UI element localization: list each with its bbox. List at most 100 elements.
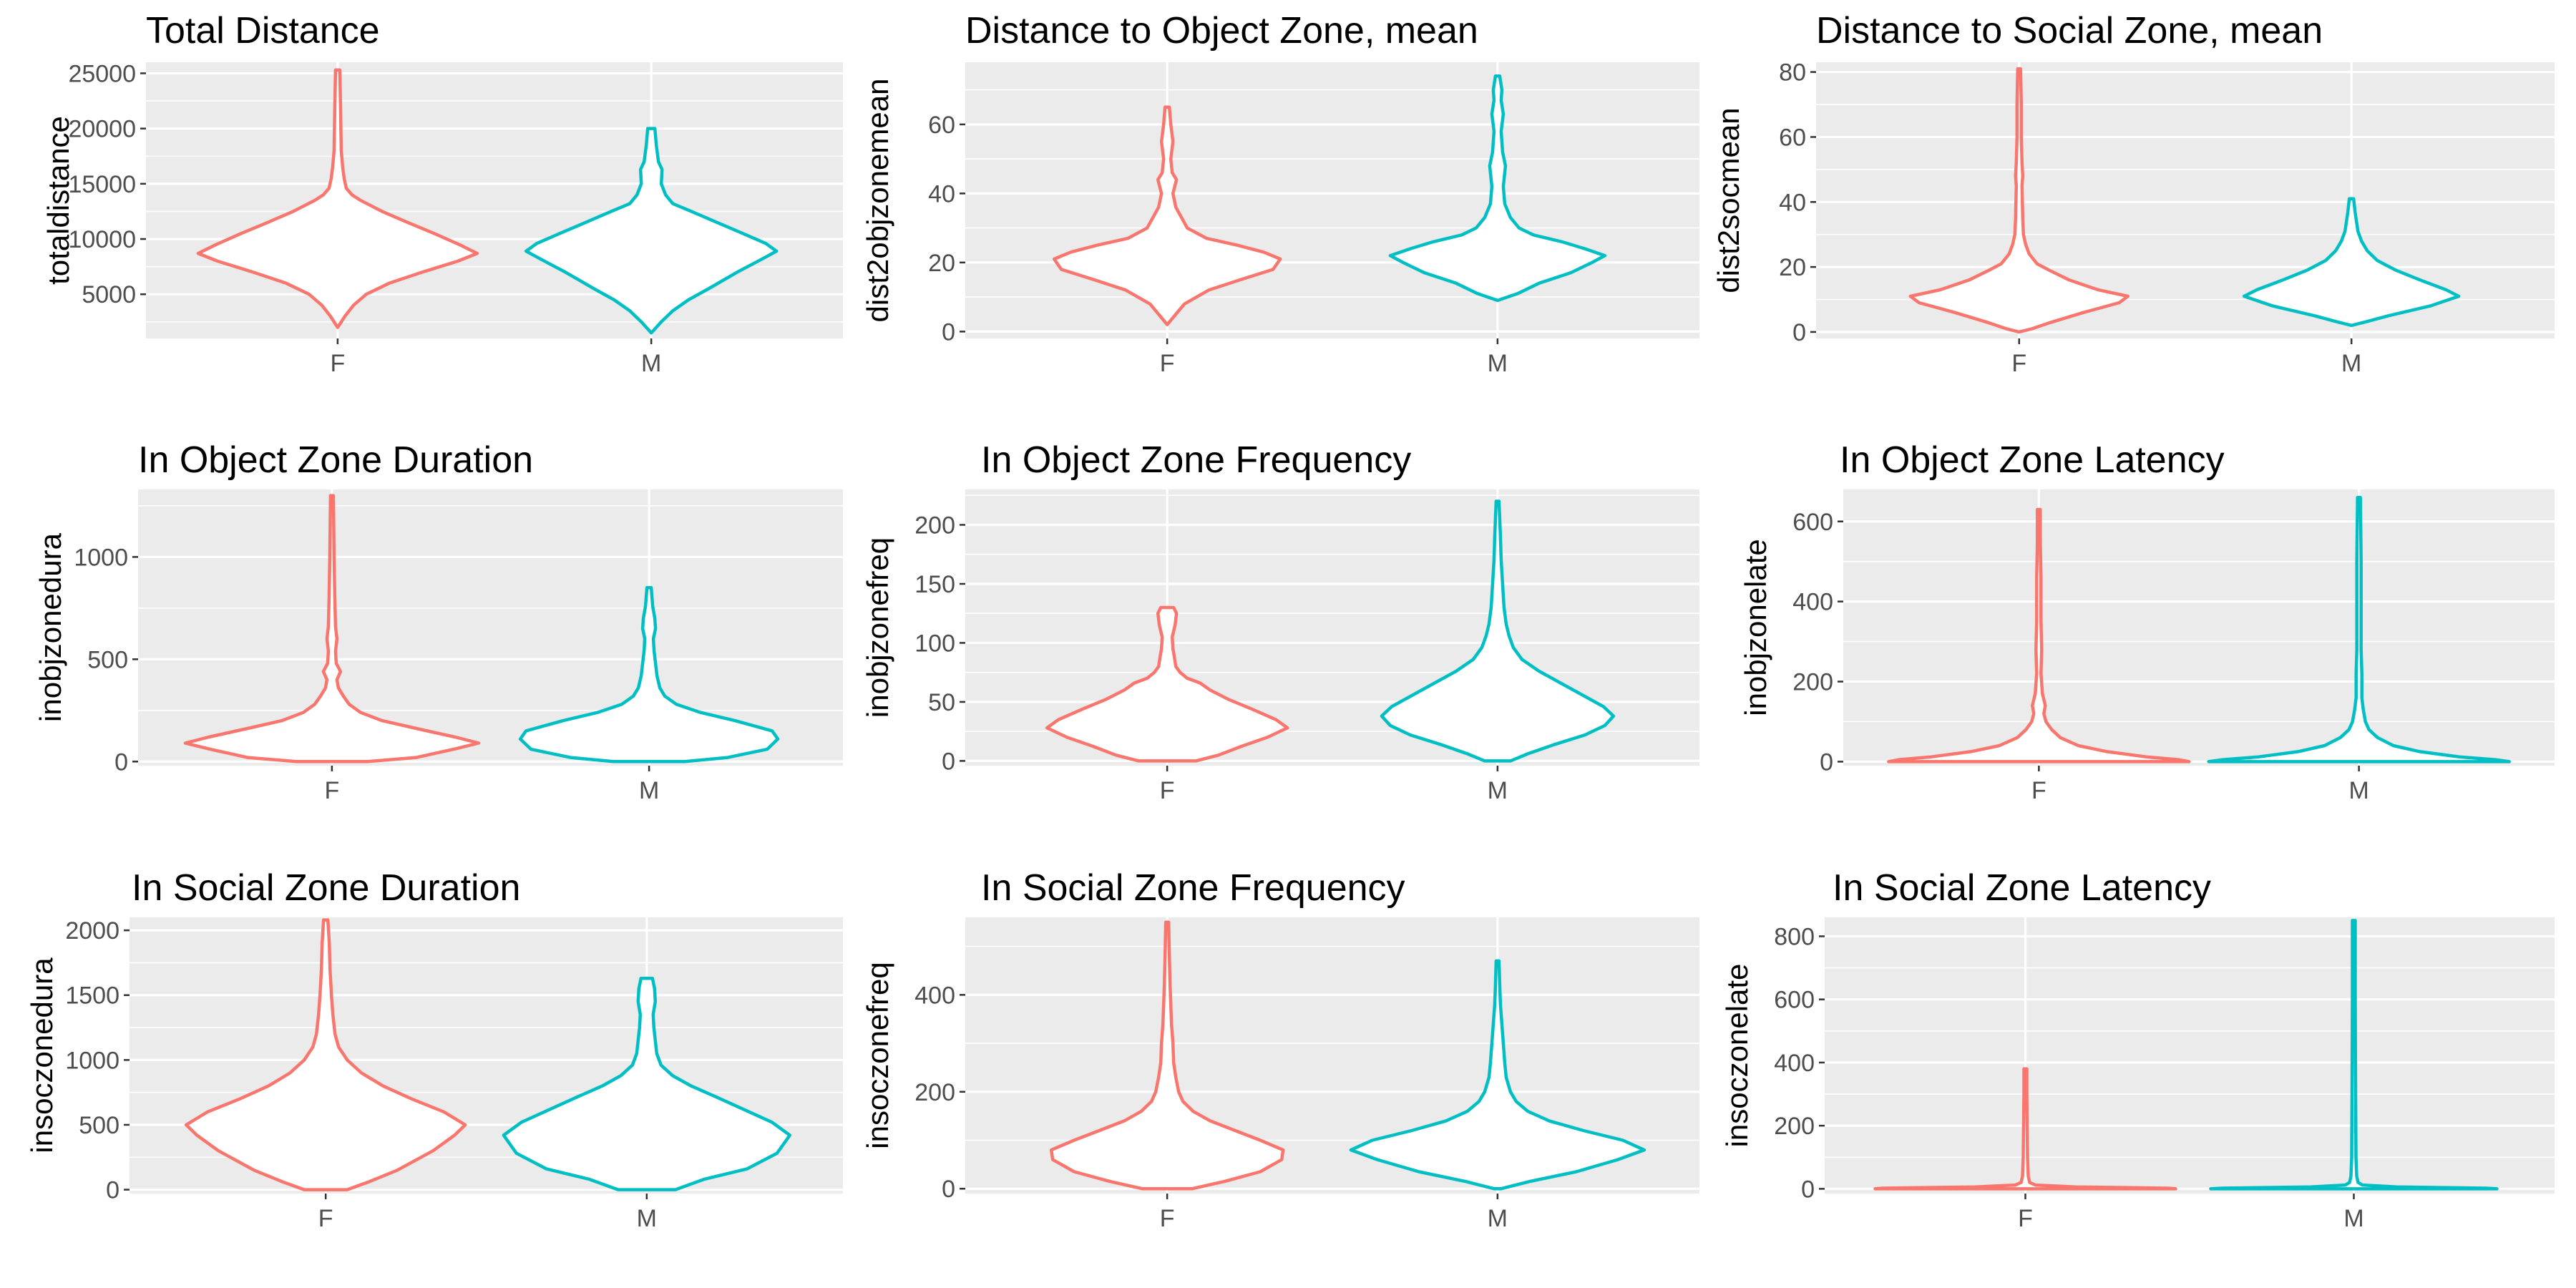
y-axis-label: inobjzonelate <box>1739 539 1772 716</box>
violin-F <box>183 494 481 763</box>
violin-F <box>1873 1067 2177 1191</box>
x-tick-label: M <box>1488 1205 1508 1232</box>
chart-panel-8: 0 200 400 F M In Social Zone Frequency insoczo… <box>861 867 1699 1232</box>
panel-background <box>146 62 843 338</box>
x-tick-label: M <box>639 777 659 804</box>
y-tick-label: 15000 <box>68 171 136 198</box>
panel-title: In Object Zone Latency <box>1840 439 2225 481</box>
y-axis-label: totaldistance <box>42 116 75 285</box>
y-tick-label: 1000 <box>65 1047 119 1074</box>
y-tick-label: 40 <box>928 180 955 208</box>
violin-M <box>518 585 780 763</box>
y-tick-label: 25000 <box>68 60 136 87</box>
y-axis-label: dist2socmean <box>1712 107 1745 293</box>
chart-panel-4: 0 500 1000 F M In Object Zone Duration inobjzo… <box>34 439 843 804</box>
y-tick-label: 0 <box>1792 319 1806 346</box>
y-tick-label: 20 <box>1779 254 1806 281</box>
x-tick-label: F <box>1160 1205 1175 1232</box>
y-tick-label: 0 <box>942 748 955 775</box>
y-tick-label: 800 <box>1774 923 1815 950</box>
y-tick-label: 200 <box>1774 1113 1815 1140</box>
y-tick-label: 40 <box>1779 189 1806 216</box>
y-tick-label: 0 <box>114 748 128 776</box>
y-axis-label: inobjzonefreq <box>861 537 894 718</box>
panel-title: In Social Zone Duration <box>132 867 520 909</box>
y-tick-label: 150 <box>914 571 955 598</box>
y-tick-label: 10000 <box>68 226 136 253</box>
violin-F <box>1045 605 1289 763</box>
x-tick-label: M <box>637 1205 657 1232</box>
violin-M <box>502 976 792 1191</box>
x-tick-label: F <box>324 777 339 804</box>
panel-title: In Object Zone Duration <box>138 439 533 481</box>
x-tick-label: F <box>330 350 345 377</box>
violin-M <box>2209 919 2499 1191</box>
y-tick-label: 80 <box>1779 59 1806 87</box>
y-tick-label: 400 <box>1774 1050 1815 1077</box>
panel-title: Total Distance <box>146 10 380 52</box>
y-tick-label: 600 <box>1774 987 1815 1014</box>
violin-M <box>2242 197 2461 328</box>
y-tick-label: 50 <box>928 689 955 716</box>
x-tick-label: F <box>318 1205 333 1232</box>
violin-F <box>196 68 479 329</box>
panel-background <box>965 62 1699 338</box>
y-tick-label: 500 <box>87 646 128 673</box>
violin-M <box>1349 959 1646 1191</box>
violin-F <box>1049 920 1285 1191</box>
y-tick-label: 400 <box>1792 589 1833 616</box>
y-tick-label: 200 <box>914 512 955 539</box>
violin-M <box>1380 499 1616 763</box>
y-tick-label: 5000 <box>82 281 136 308</box>
panel-title: Distance to Object Zone, mean <box>965 10 1478 52</box>
x-tick-label: F <box>2031 777 2046 804</box>
panel-title: In Social Zone Latency <box>1833 867 2211 909</box>
violin-M <box>2207 495 2511 763</box>
y-tick-label: 400 <box>914 982 955 1009</box>
chart-panel-6: 0 200 400 600 F M In Object Zone Latency inobjz… <box>1739 439 2555 804</box>
y-tick-label: 0 <box>942 1176 955 1203</box>
x-tick-label: F <box>1160 777 1175 804</box>
y-tick-label: 200 <box>1792 669 1833 696</box>
y-tick-label: 2000 <box>65 917 119 945</box>
y-tick-label: 0 <box>1820 748 1833 776</box>
x-tick-label: F <box>1160 350 1175 377</box>
y-tick-label: 20000 <box>68 116 136 143</box>
y-tick-label: 60 <box>1779 124 1806 151</box>
violin-F <box>1887 507 2191 763</box>
y-tick-label: 200 <box>914 1079 955 1106</box>
x-tick-label: M <box>1488 350 1508 377</box>
chart-panel-5: 0 50 100 150 200 F M In Object Zone Frequency in… <box>861 439 1699 804</box>
violin-F <box>184 918 467 1191</box>
y-axis-label: insoczonefreq <box>861 962 894 1149</box>
panel-title: In Social Zone Frequency <box>981 867 1405 909</box>
x-tick-label: M <box>2343 1205 2363 1232</box>
x-tick-label: M <box>1488 777 1508 804</box>
panel-title: Distance to Social Zone, mean <box>1816 10 2323 52</box>
y-axis-label: dist2objzonemean <box>861 79 894 323</box>
x-tick-label: M <box>2341 350 2361 377</box>
chart-panel-9: 0 200 400 600 800 F M In Social Zone Latency ins… <box>1720 867 2555 1232</box>
y-axis-label: inobjzonedura <box>34 532 67 722</box>
y-tick-label: 100 <box>914 630 955 657</box>
y-tick-label: 1000 <box>74 544 128 571</box>
panel-title: In Object Zone Frequency <box>981 439 1411 481</box>
y-tick-label: 0 <box>1801 1176 1815 1203</box>
y-tick-label: 1500 <box>65 982 119 1010</box>
y-tick-label: 60 <box>928 112 955 139</box>
y-axis-label: insoczonedura <box>25 957 59 1153</box>
x-tick-label: F <box>2018 1205 2033 1232</box>
violin-M <box>524 127 779 335</box>
y-tick-label: 500 <box>79 1112 119 1139</box>
y-tick-label: 0 <box>942 318 955 346</box>
x-tick-label: M <box>641 350 661 377</box>
x-tick-label: M <box>2348 777 2368 804</box>
chart-panel-1: 5000 10000 15000 20000 25000 F M Total Distance… <box>42 10 843 377</box>
panel-background <box>1843 489 2555 766</box>
violin-F <box>1908 67 2130 334</box>
y-tick-label: 20 <box>928 250 955 277</box>
panel-background <box>1825 917 2555 1194</box>
x-tick-label: F <box>2011 350 2026 377</box>
chart-panel-3: 0 20 40 60 80 F M Distance to Social Zone, mean… <box>1712 10 2555 377</box>
